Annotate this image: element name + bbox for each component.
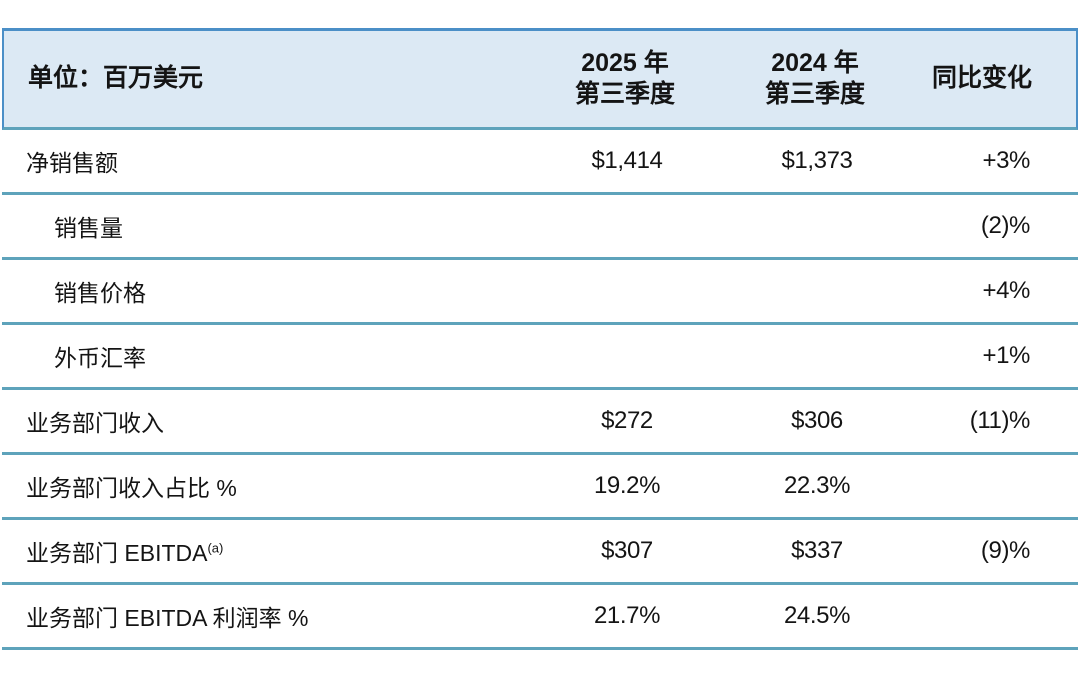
table-row-segment-ebitda-margin: 业务部门 EBITDA 利润率 % 21.7% 24.5% bbox=[2, 585, 1078, 650]
yoy-value: +4% bbox=[982, 277, 1030, 304]
yoy-value: (11)% bbox=[969, 407, 1031, 434]
value-2024: $1,373 bbox=[781, 147, 853, 174]
row-label: 销售价格 bbox=[54, 280, 146, 306]
col-header-2024-line1: 2024 年 bbox=[771, 48, 859, 77]
col-header-2025-line1: 2025 年 bbox=[581, 48, 669, 77]
yoy-value: +3% bbox=[982, 147, 1030, 174]
value-2024: 24.5% bbox=[783, 602, 851, 629]
table-header-row: 单位：百万美元 2025 年 第三季度 2024 年 第三季度 同比变化 bbox=[2, 28, 1078, 130]
table-row-net-sales: 净销售额 $1,414 $1,373 +3% bbox=[2, 130, 1078, 195]
unit-label: 单位：百万美元 bbox=[28, 64, 204, 93]
value-2024: $306 bbox=[791, 407, 843, 434]
table-row-sales-price: 销售价格 +4% bbox=[2, 260, 1078, 325]
table-row-segment-income: 业务部门收入 $272 $306 (11)% bbox=[2, 390, 1078, 455]
yoy-value: +1% bbox=[982, 342, 1030, 369]
row-label: 净销售额 bbox=[26, 150, 118, 176]
row-label-text: 业务部门 EBITDA bbox=[26, 540, 208, 566]
value-2025: 21.7% bbox=[593, 602, 661, 629]
value-2025: $307 bbox=[601, 537, 653, 564]
value-2024: $337 bbox=[791, 537, 843, 564]
table-row-sales-volume: 销售量 (2)% bbox=[2, 195, 1078, 260]
row-label: 业务部门收入占比 % bbox=[26, 475, 237, 501]
value-2025: 19.2% bbox=[593, 472, 661, 499]
table-row-segment-income-pct: 业务部门收入占比 % 19.2% 22.3% bbox=[2, 455, 1078, 520]
col-header-2024-line2: 第三季度 bbox=[764, 80, 865, 108]
footnote-marker: (a) bbox=[207, 540, 224, 556]
row-label: 外币汇率 bbox=[54, 345, 146, 371]
col-header-yoy: 同比变化 bbox=[931, 64, 1032, 93]
value-2024: 22.3% bbox=[783, 472, 851, 499]
yoy-value: (2)% bbox=[980, 212, 1030, 239]
col-header-2024-q3: 2024 年 第三季度 bbox=[720, 48, 910, 111]
value-2025: $272 bbox=[601, 407, 653, 434]
col-header-2025-line2: 第三季度 bbox=[574, 80, 675, 108]
col-header-2025-q3: 2025 年 第三季度 bbox=[530, 48, 720, 111]
row-label: 销售量 bbox=[54, 215, 123, 241]
value-2025: $1,414 bbox=[591, 147, 663, 174]
row-label: 业务部门 EBITDA(a) bbox=[2, 534, 532, 568]
row-label: 业务部门 EBITDA 利润率 % bbox=[26, 605, 309, 631]
yoy-value: (9)% bbox=[980, 537, 1030, 564]
table-row-segment-ebitda: 业务部门 EBITDA(a) $307 $337 (9)% bbox=[2, 520, 1078, 585]
row-label: 业务部门收入 bbox=[26, 410, 164, 436]
financial-table: 单位：百万美元 2025 年 第三季度 2024 年 第三季度 同比变化 净销售… bbox=[2, 28, 1078, 650]
table-row-fx-rate: 外币汇率 +1% bbox=[2, 325, 1078, 390]
